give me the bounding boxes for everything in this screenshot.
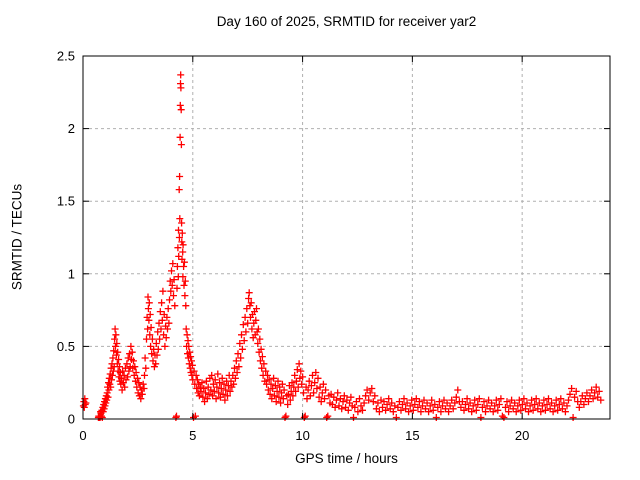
y-tick-label: 2.5 (57, 49, 75, 64)
x-tick-label: 5 (189, 428, 196, 443)
y-tick-label: 0.5 (57, 339, 75, 354)
chart-title: Day 160 of 2025, SRMTID for receiver yar… (216, 14, 477, 29)
plot-border (82, 55, 611, 420)
y-tick-label: 0 (68, 412, 75, 427)
x-tick-label: 10 (295, 428, 309, 443)
y-tick-label: 2 (68, 121, 75, 136)
x-axis-title: GPS time / hours (295, 451, 398, 466)
x-tick-label: 0 (79, 428, 86, 443)
x-tick-label: 20 (515, 428, 529, 443)
y-tick-label: 1.5 (57, 194, 75, 209)
x-tick-label: 15 (405, 428, 419, 443)
scatter-points (79, 71, 605, 421)
y-tick-label: 1 (68, 266, 75, 281)
